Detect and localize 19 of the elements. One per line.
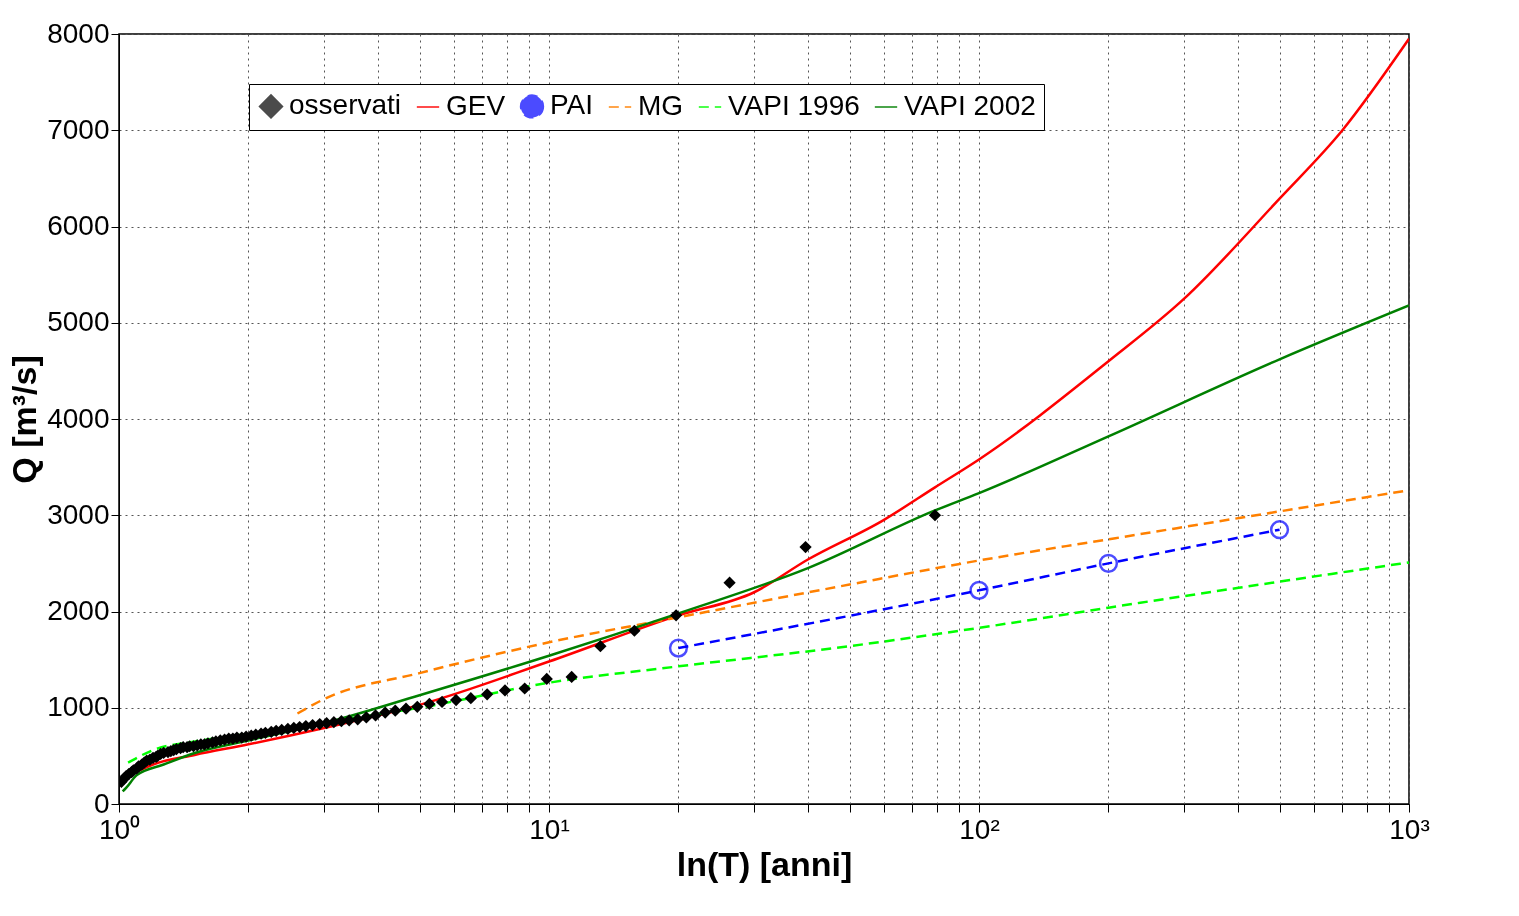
x-tick-label: 10² — [959, 813, 1000, 845]
y-tick-label: 8000 — [47, 17, 110, 49]
legend-label: VAPI 1996 — [728, 90, 860, 121]
x-axis-title: ln(T) [anni] — [676, 844, 853, 883]
x-tick-label: 10¹ — [529, 813, 570, 845]
y-axis-title: Q [m³/s] — [5, 355, 44, 484]
y-tick-label: 4000 — [47, 402, 110, 434]
legend-label: GEV — [446, 90, 506, 121]
legend-label: MG — [638, 90, 684, 121]
y-tick-label: 3000 — [47, 498, 110, 530]
legend-label: osservati — [289, 89, 402, 121]
legend-label: VAPI 2002 — [904, 90, 1036, 121]
y-tick-label: 5000 — [47, 306, 110, 338]
y-tick-label: 6000 — [47, 210, 110, 241]
y-tick-label: 7000 — [47, 113, 110, 145]
y-tick-label: 2000 — [47, 595, 110, 626]
y-tick-label: 1000 — [47, 691, 110, 723]
legend-label: PAI — [550, 89, 594, 121]
x-tick-label: 10³ — [1389, 813, 1430, 845]
